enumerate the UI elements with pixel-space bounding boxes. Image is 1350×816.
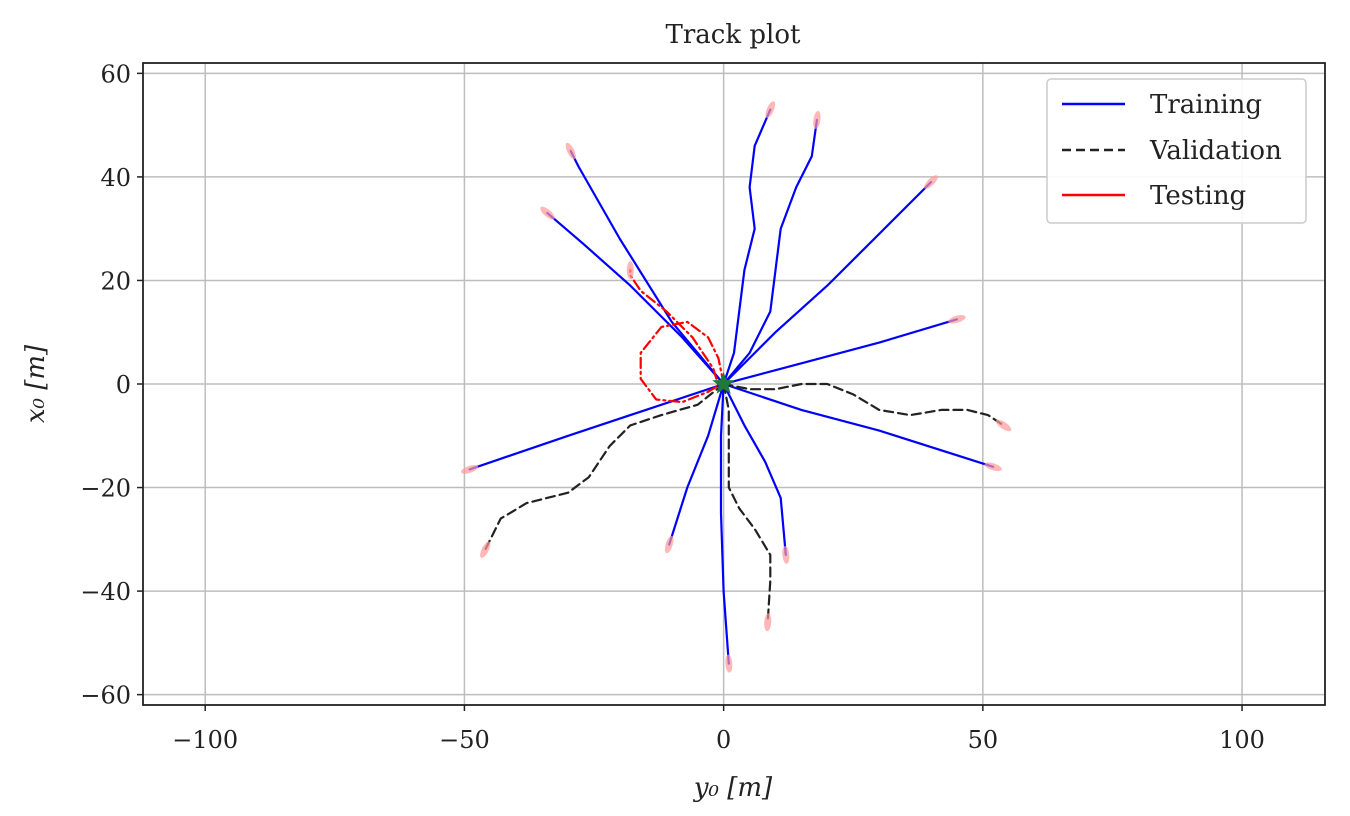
x-tick-label: 100	[1219, 726, 1265, 754]
y-axis-label: x₀ [m]	[21, 344, 51, 423]
x-tick-label: 50	[968, 726, 999, 754]
end-vessel-10	[725, 654, 733, 673]
end-vessel-8	[664, 535, 674, 554]
y-tick-label: −60	[80, 682, 131, 710]
end-vessel-2	[765, 101, 776, 118]
end-vessel-4	[924, 175, 938, 189]
training-track-3	[722, 118, 818, 386]
y-tick-label: 20	[100, 267, 131, 295]
training-track-1	[546, 212, 725, 386]
training-track-6	[722, 382, 995, 468]
x-tick-label: −100	[172, 726, 238, 754]
y-tick-label: −40	[80, 578, 131, 606]
training-track-8	[668, 382, 725, 546]
x-tick-label: 0	[716, 726, 731, 754]
end-vessel-6	[984, 462, 1002, 472]
y-tick-label: −20	[80, 475, 131, 503]
validation-track-12	[484, 382, 725, 551]
end-vessel-9	[782, 545, 790, 564]
legend-label-training: Training	[1150, 90, 1262, 120]
y-tick-label: 60	[100, 60, 131, 88]
legend-frame	[1046, 78, 1307, 224]
training-track-5	[722, 318, 958, 386]
training-track-0	[569, 149, 725, 386]
legend-label-testing: Testing	[1150, 181, 1246, 211]
legend: Training Validation Testing	[1046, 78, 1307, 224]
x-tick-label: −50	[439, 726, 490, 754]
training-track-4	[722, 181, 933, 386]
end-vessel-1	[540, 206, 555, 220]
training-track-2	[722, 108, 772, 386]
end-vessel-0	[565, 142, 576, 160]
x-axis-label: y₀ [m]	[693, 773, 773, 803]
validation-track-13	[722, 382, 772, 624]
start-marker	[712, 372, 735, 394]
end-vessel-12	[480, 541, 491, 558]
y-tick-label: 40	[100, 164, 131, 192]
training-track-10	[719, 382, 730, 665]
y-tick-label: 0	[116, 371, 131, 399]
end-vessel-14	[626, 261, 634, 280]
end-vessel-11	[995, 419, 1012, 432]
end-vessel-5	[948, 315, 966, 324]
end-vessel-3	[813, 111, 821, 129]
end-vessel-13	[764, 613, 772, 632]
training-track-7	[468, 382, 725, 471]
chart-title: Track plot	[666, 20, 801, 50]
plot-area: −100 −50 0 50 100 −60 −40 −20 0 20 40 60	[80, 60, 1326, 754]
end-vessel-7	[460, 464, 479, 474]
training-track-9	[722, 382, 787, 556]
validation-track-11	[722, 382, 1005, 427]
testing-track-14	[629, 269, 725, 404]
legend-label-validation: Validation	[1149, 136, 1282, 166]
